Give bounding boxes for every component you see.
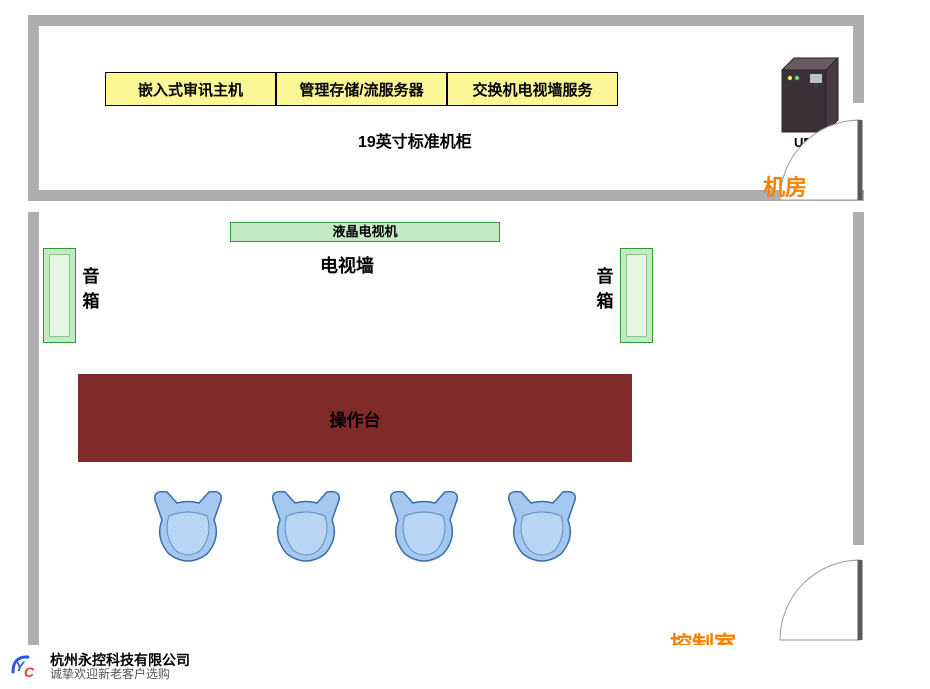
rack-box-label: 嵌入式审讯主机	[138, 82, 243, 99]
door-icon	[770, 550, 870, 650]
speaker-label: 音箱	[595, 262, 615, 312]
speaker-left	[43, 248, 76, 343]
speaker-label-text: 音箱	[597, 267, 614, 311]
operator-desk: 操作台	[78, 374, 632, 462]
chair-icon	[265, 488, 347, 566]
speaker-right	[620, 248, 653, 343]
company-logo-icon: Y C	[8, 650, 42, 684]
rack-box-1: 嵌入式审讯主机	[105, 72, 276, 106]
svg-text:C: C	[24, 664, 35, 680]
wall-segment	[853, 212, 864, 545]
rack-box-label: 管理存储/流服务器	[299, 82, 423, 99]
footer-bar: Y C 杭州永控科技有限公司 诚挚欢迎新老客户选购	[0, 645, 930, 689]
floor-plan: 嵌入式审讯主机 管理存储/流服务器 交换机电视墙服务 19英寸标准机柜 UPS …	[0, 0, 930, 689]
speaker-label-text: 音箱	[83, 267, 100, 311]
chair-icon	[383, 488, 465, 566]
wall-segment	[853, 15, 864, 103]
tv-wall-caption: 电视墙	[320, 252, 374, 278]
rack-box-3: 交换机电视墙服务	[447, 72, 618, 106]
chair-icon	[147, 488, 229, 566]
desk-label: 操作台	[78, 406, 632, 431]
rack-box-2: 管理存储/流服务器	[276, 72, 447, 106]
company-slogan: 诚挚欢迎新老客户选购	[50, 668, 190, 681]
company-name: 杭州永控科技有限公司	[50, 653, 190, 668]
rack-box-label: 交换机电视墙服务	[472, 82, 592, 99]
lcd-tv: 液晶电视机	[230, 222, 500, 242]
room1-wall	[28, 15, 864, 201]
footer-text: 杭州永控科技有限公司 诚挚欢迎新老客户选购	[50, 653, 190, 682]
lcd-tv-label: 液晶电视机	[332, 224, 397, 239]
speaker-label: 音箱	[81, 262, 101, 312]
wall-segment	[28, 212, 39, 652]
rack-caption: 19英寸标准机柜	[358, 128, 472, 152]
room1-label: 机房	[763, 170, 807, 202]
chair-icon	[501, 488, 583, 566]
